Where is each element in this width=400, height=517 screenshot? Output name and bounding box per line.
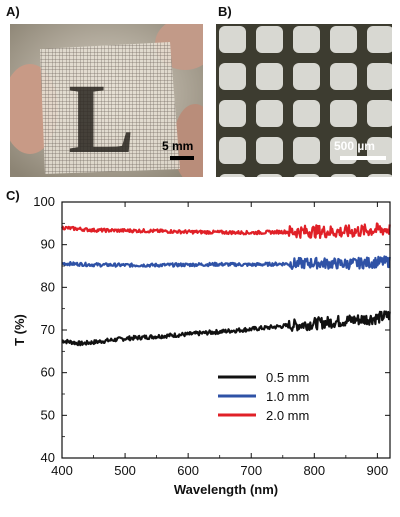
mesh-opening <box>367 174 392 177</box>
y-tick-label: 90 <box>41 237 55 252</box>
mesh-opening <box>330 26 357 53</box>
scale-bar-a <box>170 156 194 160</box>
photo-grid-film: L <box>10 24 203 177</box>
grid-film-image: L <box>10 24 203 177</box>
y-axis-title: T (%) <box>12 314 27 346</box>
mesh <box>40 42 180 174</box>
x-axis-title: Wavelength (nm) <box>174 482 278 497</box>
mesh-opening <box>219 63 246 90</box>
mesh-opening <box>256 174 283 177</box>
mesh-opening <box>256 137 283 164</box>
mesh-opening <box>367 63 392 90</box>
y-tick-label: 60 <box>41 365 55 380</box>
panel-a-label: A) <box>6 4 20 19</box>
x-tick-label: 800 <box>303 463 325 478</box>
x-tick-label: 700 <box>240 463 262 478</box>
x-tick-label: 500 <box>114 463 136 478</box>
mesh-opening <box>367 26 392 53</box>
mesh-opening <box>293 137 320 164</box>
series-line-2-0-mm <box>61 222 391 239</box>
x-tick-label: 600 <box>177 463 199 478</box>
mesh-opening <box>256 26 283 53</box>
x-tick-label: 400 <box>51 463 73 478</box>
mesh-opening <box>219 26 246 53</box>
mesh-opening <box>293 100 320 127</box>
y-tick-label: 40 <box>41 450 55 465</box>
mesh-opening <box>256 100 283 127</box>
mesh-opening <box>330 63 357 90</box>
legend-label: 0.5 mm <box>266 370 309 385</box>
mesh-opening <box>330 100 357 127</box>
scale-bar-b <box>340 156 386 160</box>
mesh-opening <box>330 174 357 177</box>
panel-c-label: C) <box>6 188 20 203</box>
mesh-opening <box>219 174 246 177</box>
series-line-0-5-mm <box>61 310 391 347</box>
legend-label: 2.0 mm <box>266 408 309 423</box>
scale-label-a: 5 mm <box>162 139 194 153</box>
legend-label: 1.0 mm <box>266 389 309 404</box>
mesh-opening <box>293 63 320 90</box>
y-tick-label: 80 <box>41 279 55 294</box>
panel-b-label: B) <box>218 4 232 19</box>
mesh-opening <box>293 174 320 177</box>
scale-label-b: 500 µm <box>334 139 375 153</box>
mesh-opening <box>256 63 283 90</box>
mesh-opening <box>293 26 320 53</box>
letter-l: L <box>68 63 135 174</box>
photo-mesh-micrograph <box>216 24 392 177</box>
y-tick-label: 100 <box>33 194 55 209</box>
y-tick-label: 50 <box>41 407 55 422</box>
mesh-opening <box>219 137 246 164</box>
y-tick-label: 70 <box>41 322 55 337</box>
mesh-micrograph-image <box>216 24 392 177</box>
transmittance-chart: 40 50 60 70 80 90 100 400 500 600 700 800 900 Wavelen… <box>12 194 391 497</box>
mesh-opening <box>219 100 246 127</box>
plot-area <box>61 222 391 347</box>
series-line-1-0-mm <box>61 255 391 271</box>
mesh-opening <box>367 100 392 127</box>
x-tick-label: 900 <box>367 463 389 478</box>
